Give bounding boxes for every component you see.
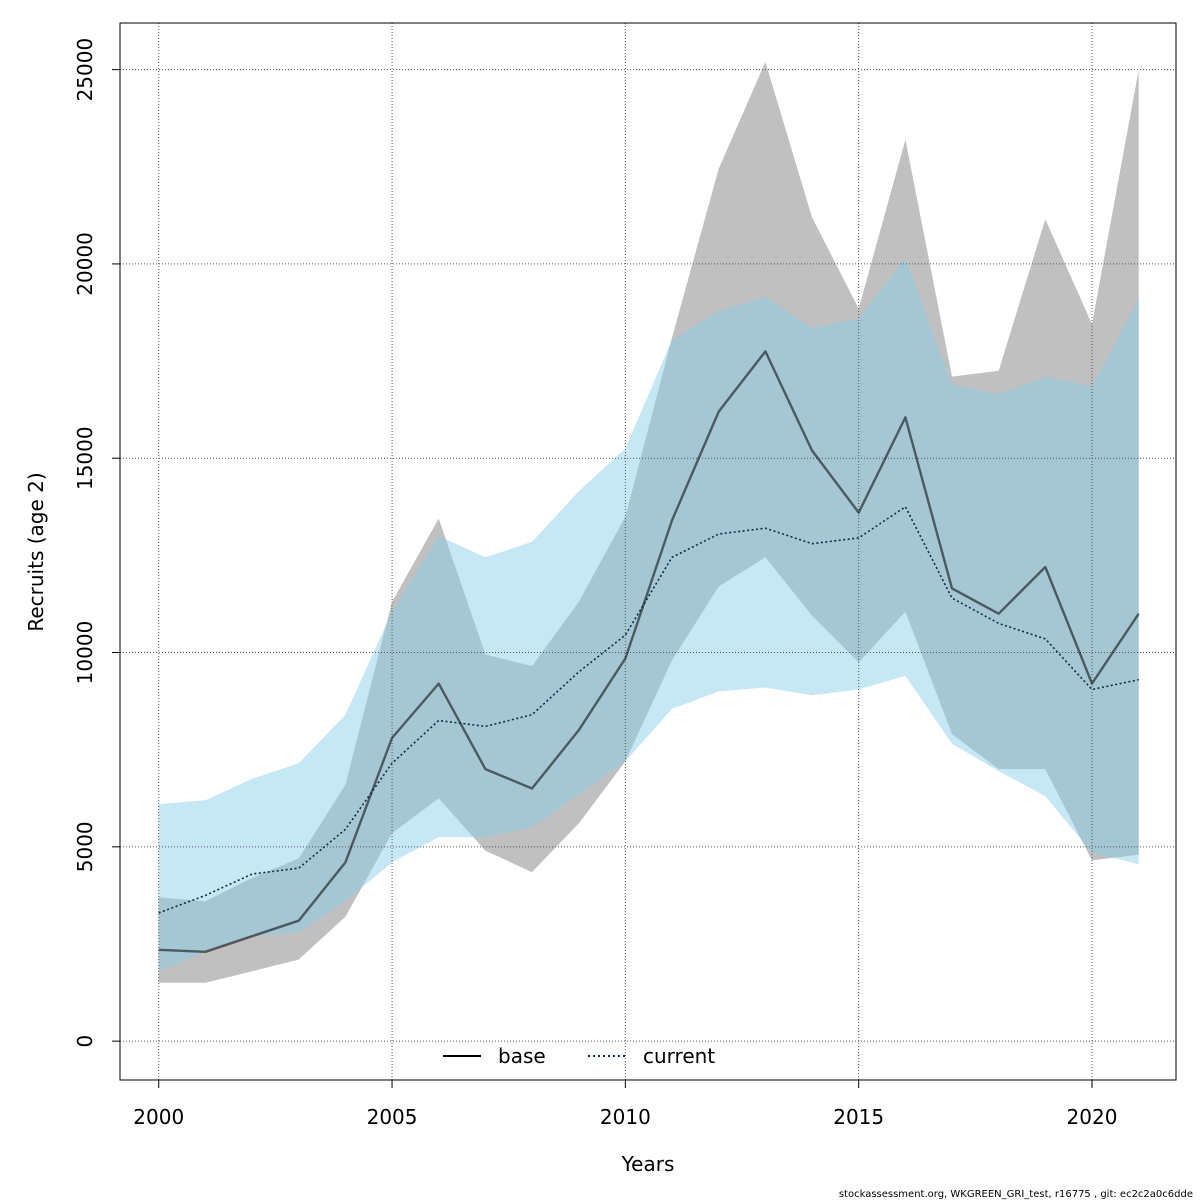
legend-label-base: base [498,1044,546,1068]
footer-credit: stockassessment.org, WKGREEN_GRI_test, r… [839,1189,1193,1200]
y-tick-label-5000: 5000 [73,821,97,872]
y-tick-label-20000: 20000 [73,232,97,296]
x-tick-label-2015: 2015 [833,1105,884,1129]
grid-lines [120,23,1176,1080]
legend-label-current: current [643,1044,715,1068]
confidence-bands [158,61,1139,983]
y-axis-title: Recruits (age 2) [24,472,48,631]
x-tick-label-2005: 2005 [367,1105,418,1129]
x-axis-title: Years [621,1152,675,1176]
line-base [158,350,1140,953]
y-tick-label-0: 0 [73,1035,97,1048]
y-axis: 0 5000 10000 15000 20000 25000 [73,38,121,1048]
y-tick-label-10000: 10000 [73,621,97,685]
y-tick-label-15000: 15000 [73,426,97,490]
x-tick-label-2020: 2020 [1067,1105,1118,1129]
legend: base current [443,1044,715,1068]
y-tick-label-25000: 25000 [73,38,97,102]
band-current [158,258,1139,972]
band-base [158,61,1139,983]
series-lines [158,350,1140,953]
x-tick-label-2000: 2000 [133,1105,184,1129]
x-axis: 2000 2005 2010 2015 2020 [133,1079,1118,1129]
x-tick-label-2010: 2010 [600,1105,651,1129]
